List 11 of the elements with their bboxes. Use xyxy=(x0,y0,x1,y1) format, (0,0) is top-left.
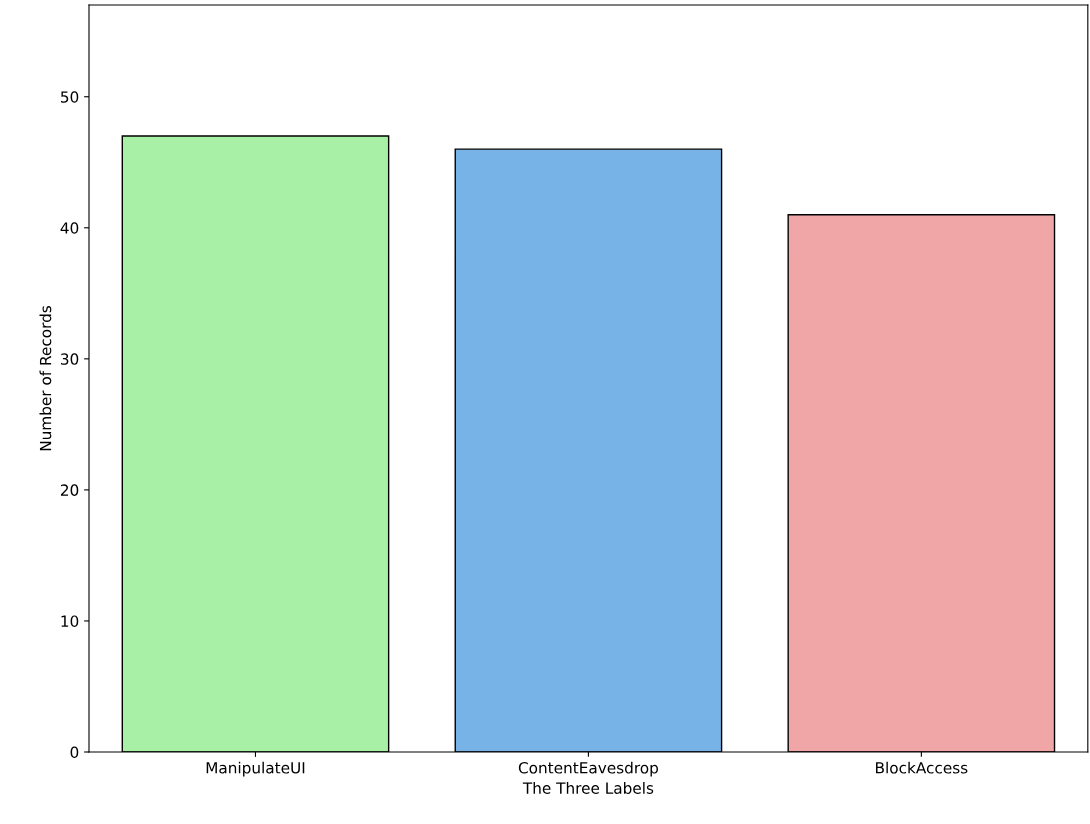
x-tick-label: ManipulateUI xyxy=(206,761,305,777)
x-axis-title: The Three Labels xyxy=(522,782,654,794)
y-tick-label: 10 xyxy=(61,615,79,627)
y-axis-title: Number of Records xyxy=(39,305,52,451)
y-tick-label: 30 xyxy=(61,353,79,365)
y-tick-label: 50 xyxy=(61,91,79,103)
y-tick-label: 0 xyxy=(70,746,79,759)
x-tick-label: ContentEavesdrop xyxy=(518,761,658,777)
y-tick-label: 20 xyxy=(60,484,79,496)
x-tick-label: BlockAccess xyxy=(876,761,968,774)
y-tick-label: 40 xyxy=(60,222,79,234)
